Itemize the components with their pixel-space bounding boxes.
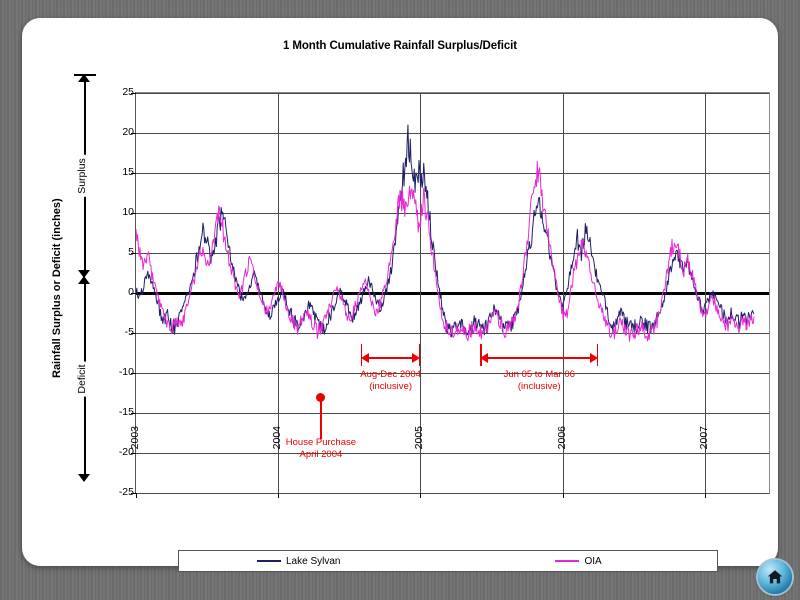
y-axis-tick-mark (131, 293, 136, 294)
x-axis-tick-mark (136, 493, 137, 498)
gridline-horizontal (136, 213, 769, 214)
surplus-range-indicator: Surplus (74, 74, 96, 278)
house-purchase-marker-dot (316, 393, 326, 402)
data-series-svg (136, 124, 755, 342)
deficit-range-indicator: Deficit (74, 276, 96, 482)
x-axis-tick-mark (420, 493, 422, 498)
x-axis-tick-mark (704, 493, 706, 498)
plot-area: Aug-Dec 2004 (inclusive) Jun 05 to Mar 06(… (131, 92, 770, 498)
y-axis-tick-mark (131, 173, 136, 174)
y-axis-tick-label: 15 (122, 166, 134, 178)
x-axis-tick-label: 2005 (413, 426, 426, 450)
x-axis-tick-mark (278, 493, 280, 498)
annotation-span-2004: Aug-Dec 2004 (inclusive) (360, 344, 421, 392)
chart-legend: Lake Sylvan OIA (178, 550, 718, 572)
y-axis-tick-label: -10 (118, 366, 134, 378)
gridline-horizontal (136, 93, 769, 94)
y-axis-tick-mark (131, 413, 136, 414)
gridline-vertical (704, 93, 706, 493)
y-axis-title: Rainfall Surplus or Deficit (inches) (51, 198, 63, 378)
chart-title: 1 Month Cumulative Rainfall Surplus/Defi… (282, 40, 518, 52)
annotation-span-line (362, 357, 419, 360)
y-axis-tick-label: -5 (124, 326, 134, 338)
legend-label-lake-sylvan: Lake Sylvan (286, 555, 341, 567)
legend-label-oia: OIA (584, 555, 602, 567)
y-axis-tick-mark (131, 373, 136, 374)
gridline-vertical (562, 93, 564, 493)
home-icon[interactable] (758, 560, 792, 594)
y-axis-tick-mark (131, 333, 136, 334)
x-axis-tick-mark (562, 493, 564, 498)
legend-swatch-oia (555, 560, 580, 562)
y-axis-tick-mark (131, 253, 136, 254)
deficit-arrowhead-bottom (78, 474, 90, 482)
x-axis-tick-label: 2007 (697, 426, 710, 450)
annotation-span-2005-2006: Jun 05 to Mar 06 (inclusive) (480, 344, 599, 392)
annotation-arrow-right (412, 353, 421, 364)
gridline-horizontal (136, 493, 769, 494)
home-icon-glyph (767, 570, 783, 584)
surplus-label: Surplus (75, 155, 89, 197)
y-axis-tick-label: -20 (118, 446, 134, 458)
house-purchase-label: House Purchase April 2004 (285, 437, 357, 460)
gridline-horizontal (136, 413, 769, 414)
x-axis-tick-label: 2003 (129, 426, 141, 450)
slide-panel: 1 Month Cumulative Rainfall Surplus/Defi… (22, 18, 778, 572)
y-axis-tick-mark (131, 93, 136, 94)
gridline-horizontal (136, 133, 769, 134)
gridline-horizontal (136, 173, 769, 174)
legend-item-oia: OIA (555, 555, 602, 567)
gridline-horizontal (136, 453, 769, 454)
gridline-horizontal (136, 373, 769, 374)
legend-item-lake-sylvan: Lake Sylvan (257, 556, 340, 567)
x-axis-tick-label: 2004 (271, 426, 284, 450)
y-axis-tick-label: 0 (128, 286, 134, 298)
y-axis-tick-mark (131, 213, 136, 214)
y-axis-tick-label: 20 (122, 126, 134, 138)
y-axis-tick-mark (131, 453, 136, 454)
annotation-span-line (482, 357, 597, 360)
y-axis-tick-label: -25 (118, 486, 134, 498)
house-purchase-marker-stem (319, 401, 323, 439)
deficit-label: Deficit (75, 361, 89, 397)
gridline-vertical (278, 93, 280, 493)
y-axis-tick-mark (131, 493, 136, 494)
series-line-lake-sylvan (136, 124, 755, 338)
surplus-arrowhead-top (78, 74, 90, 82)
zero-line (136, 291, 769, 295)
annotation-label: Aug-Dec 2004 (inclusive) (360, 369, 421, 392)
annotation-arrow-left (360, 353, 369, 364)
annotation-arrow-left (480, 353, 489, 364)
y-axis-tick-label: 10 (122, 206, 134, 218)
gridline-horizontal (136, 253, 769, 254)
annotation-arrow-right (590, 353, 599, 364)
deficit-arrowhead-top (78, 276, 90, 284)
y-axis-tick-label: 25 (122, 86, 134, 98)
legend-swatch-lake-sylvan (257, 560, 281, 562)
x-axis-tick-label: 2006 (555, 426, 568, 450)
y-axis-tick-label: -15 (118, 406, 134, 418)
annotation-label: Jun 05 to Mar 06 (inclusive) (503, 369, 575, 392)
gridline-vertical (420, 93, 422, 493)
y-axis-tick-label: 5 (128, 246, 134, 258)
y-axis-tick-mark (131, 133, 136, 134)
surplus-arrowhead-bottom (78, 270, 90, 278)
series-line-oia (136, 160, 755, 342)
